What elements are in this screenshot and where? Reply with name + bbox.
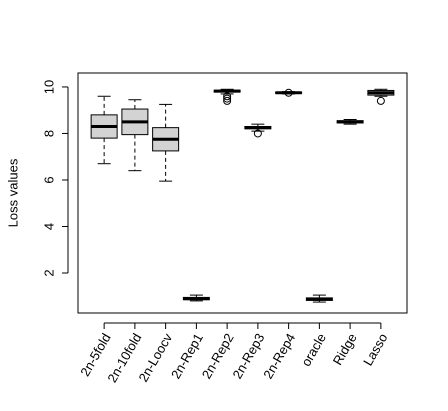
outlier: [376, 96, 385, 105]
y-tick-label: 8: [41, 130, 56, 137]
outlier: [253, 129, 262, 138]
outlier: [223, 96, 232, 105]
x-tick-label: Lasso: [360, 331, 390, 369]
y-tick-label: 2: [41, 269, 56, 276]
y-tick-label: 4: [41, 223, 56, 230]
y-tick-label: 6: [41, 176, 56, 183]
x-tick-label: oracle: [298, 331, 329, 369]
outlier: [223, 94, 232, 103]
plot-frame: [77, 72, 408, 314]
y-axis-label: Loss values: [5, 158, 20, 227]
y-tick-label: 10: [41, 80, 56, 94]
outlier: [284, 88, 293, 97]
outlier: [223, 92, 232, 101]
x-tick-label: Ridge: [330, 331, 360, 368]
